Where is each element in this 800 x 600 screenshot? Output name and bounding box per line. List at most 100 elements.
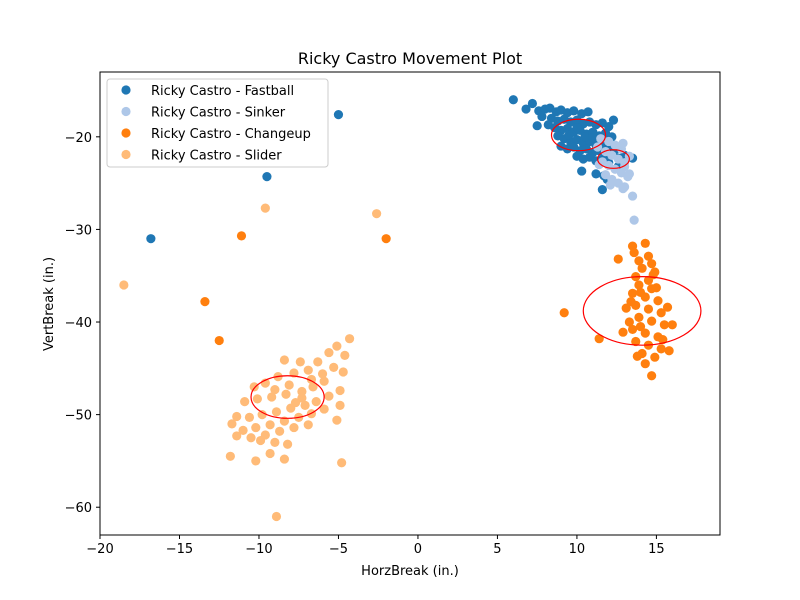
- data-point: [119, 280, 129, 290]
- data-point: [572, 122, 582, 133]
- data-point: [600, 170, 611, 180]
- cluster-ellipse: [596, 149, 630, 169]
- data-point: [559, 308, 569, 318]
- data-point: [238, 425, 248, 435]
- data-point: [634, 256, 644, 266]
- data-point: [279, 454, 290, 464]
- x-tick-label: 10: [569, 542, 586, 557]
- data-point: [332, 415, 342, 425]
- data-point: [527, 98, 538, 109]
- data-point: [338, 367, 348, 377]
- data-point: [634, 312, 644, 322]
- data-point: [271, 407, 282, 417]
- data-point: [569, 106, 579, 116]
- cluster-ellipse: [550, 118, 607, 152]
- data-point: [651, 283, 662, 293]
- data-point: [629, 215, 639, 225]
- x-tick-label: 0: [414, 542, 422, 557]
- data-point: [267, 392, 277, 402]
- data-point: [650, 352, 660, 362]
- x-tick-label: 15: [648, 542, 665, 557]
- data-point: [583, 107, 593, 117]
- data-point: [532, 121, 542, 131]
- data-point: [508, 95, 518, 105]
- data-point: [271, 511, 282, 522]
- data-point: [281, 389, 291, 399]
- data-point: [270, 385, 280, 395]
- data-point: [647, 259, 657, 269]
- data-point: [594, 334, 604, 344]
- y-tick-label: −30: [65, 223, 92, 238]
- plot-area: [119, 95, 702, 522]
- data-point: [659, 320, 669, 330]
- data-point: [624, 317, 634, 327]
- data-point: [591, 169, 601, 179]
- x-axis: −20 −15 −10 −5 0 5 10 15: [86, 535, 665, 557]
- x-axis-label: HorzBreak (in.): [361, 564, 459, 579]
- data-point: [381, 234, 391, 244]
- data-point: [251, 422, 261, 433]
- y-tick-label: −60: [65, 501, 92, 516]
- data-point: [297, 393, 307, 403]
- data-point: [537, 111, 547, 122]
- data-point: [249, 382, 259, 392]
- x-tick-label: −15: [166, 542, 193, 557]
- data-point: [313, 357, 323, 367]
- data-point: [594, 160, 604, 170]
- data-point: [200, 297, 210, 307]
- data-point: [265, 420, 275, 430]
- data-point: [282, 439, 293, 449]
- data-point: [664, 346, 674, 356]
- data-point: [656, 344, 666, 354]
- y-tick-label: −20: [65, 131, 92, 146]
- data-point: [577, 166, 587, 176]
- legend-marker: [121, 128, 131, 138]
- data-point: [618, 138, 628, 148]
- x-tick-label: −5: [329, 542, 348, 557]
- data-point: [635, 287, 646, 297]
- data-point: [647, 316, 657, 326]
- cluster-ellipse: [582, 276, 702, 346]
- data-point: [564, 130, 574, 140]
- data-point: [232, 431, 242, 441]
- data-point: [344, 334, 355, 344]
- data-point: [279, 355, 290, 365]
- data-point: [214, 335, 224, 346]
- legend-marker: [121, 85, 131, 95]
- data-point: [596, 134, 606, 144]
- data-point: [270, 437, 280, 447]
- y-axis-label: VertBreak (in.): [42, 257, 57, 351]
- data-point: [627, 324, 638, 335]
- data-point: [340, 350, 350, 360]
- data-point: [324, 391, 334, 401]
- data-point: [311, 397, 321, 407]
- data-point: [667, 320, 677, 330]
- data-point: [656, 308, 666, 318]
- data-point: [605, 180, 615, 190]
- data-point: [624, 169, 634, 179]
- data-point: [236, 231, 247, 241]
- data-point: [308, 382, 318, 392]
- data-point: [257, 410, 267, 420]
- data-point: [337, 458, 347, 468]
- data-point: [303, 365, 313, 375]
- data-point: [643, 251, 654, 261]
- data-point: [333, 109, 344, 120]
- data-point: [608, 115, 619, 125]
- data-point: [303, 420, 313, 430]
- data-point: [662, 302, 673, 312]
- data-point: [262, 172, 272, 182]
- data-point: [597, 185, 607, 195]
- legend-frame: [106, 78, 329, 168]
- data-point: [232, 411, 242, 422]
- data-point: [626, 297, 636, 307]
- legend: Ricky Castro - Fastball Ricky Castro - Si…: [106, 78, 329, 168]
- series-2: [200, 231, 677, 381]
- data-point: [658, 335, 668, 345]
- x-tick-label: 5: [493, 542, 501, 557]
- data-point: [634, 280, 644, 290]
- data-point: [225, 451, 235, 461]
- data-point: [246, 433, 256, 443]
- y-axis: −60 −50 −40 −30 −20: [65, 131, 100, 516]
- y-tick-label: −40: [65, 316, 92, 331]
